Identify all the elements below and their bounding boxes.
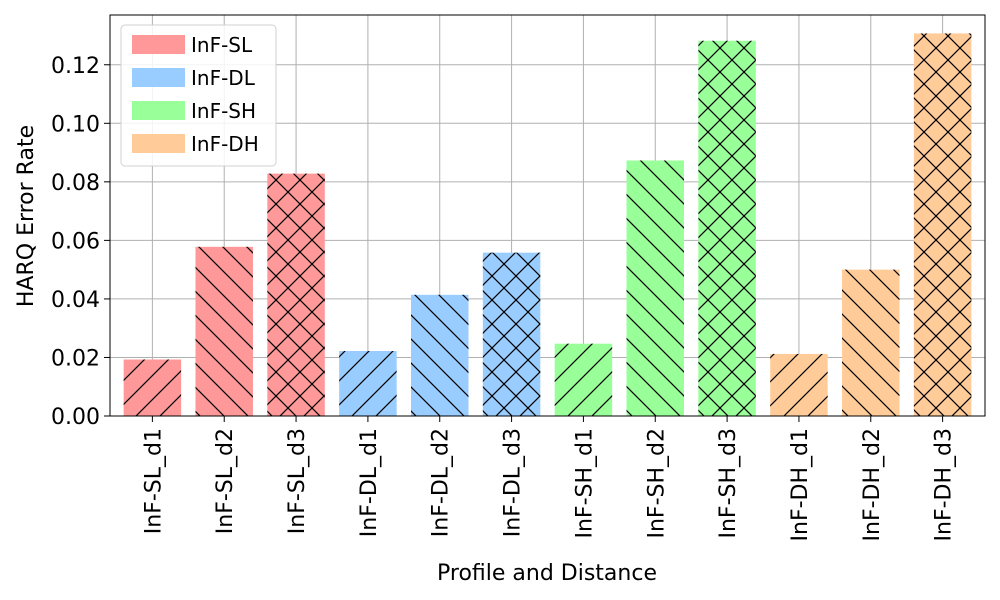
x-tick-label: InF-SL_d2 — [213, 428, 238, 534]
bar-inf-sh-d3 — [698, 40, 756, 417]
x-tick-label: InF-DL_d3 — [501, 428, 526, 537]
legend-swatch — [132, 68, 185, 87]
legend: InF-SL InF-DL InF-SH InF-DH — [120, 24, 277, 167]
x-tick-label: InF-SL_d1 — [141, 428, 166, 534]
x-tick-label: InF-DL_d2 — [429, 428, 454, 537]
y-tick-label: 0.00 — [51, 405, 100, 430]
bar-hatch — [123, 359, 182, 416]
legend-label: InF-DH — [191, 132, 259, 156]
x-tick-label: InF-SH_d1 — [572, 428, 597, 539]
bar-inf-dh-d1 — [770, 353, 828, 416]
bar-inf-dl-d3 — [482, 252, 541, 416]
bar-hatch — [626, 160, 684, 416]
bar-hatch — [842, 269, 900, 416]
bar-inf-dh-d3 — [913, 33, 972, 416]
bar-hatch — [770, 353, 828, 416]
bar-inf-dh-d2 — [842, 269, 900, 416]
legend-swatch — [132, 35, 185, 54]
y-tick-label: 0.12 — [51, 54, 100, 79]
bar-inf-sl-d1 — [123, 359, 182, 416]
bar-hatch — [913, 33, 972, 416]
y-axis-ticks: 0.00 0.02 0.04 0.06 0.08 0.10 0.12 — [51, 54, 110, 430]
legend-item-inf-dh: InF-DH — [132, 132, 259, 156]
y-tick-label: 0.02 — [51, 346, 100, 371]
bar-hatch — [339, 351, 397, 416]
y-tick-label: 0.10 — [51, 112, 100, 137]
y-tick-label: 0.06 — [51, 229, 100, 254]
bar-inf-sl-d2 — [195, 246, 253, 416]
y-tick-label: 0.04 — [51, 288, 100, 313]
legend-item-inf-sh: InF-SH — [132, 99, 256, 123]
bar-inf-sh-d1 — [554, 343, 613, 416]
x-tick-label: InF-DH_d2 — [860, 428, 885, 541]
plot-frame — [109, 14, 986, 417]
bar-inf-dl-d2 — [411, 294, 469, 416]
legend-swatch — [132, 134, 185, 153]
legend-item-inf-dl: InF-DL — [132, 66, 256, 90]
legend-label: InF-DL — [191, 66, 256, 90]
x-tick-label: InF-DH_d3 — [932, 428, 957, 541]
bar-inf-dl-d1 — [339, 351, 397, 416]
y-axis-label: HARQ Error Rate — [14, 125, 39, 307]
legend-label: InF-SL — [191, 33, 253, 57]
x-axis-label: Profile and Distance — [437, 561, 657, 586]
bar-inf-sh-d2 — [626, 160, 684, 416]
bar-hatch — [482, 252, 541, 416]
legend-box — [120, 24, 277, 167]
bar-inf-sl-d3 — [267, 173, 325, 416]
x-axis-ticks: InF-SL_d1 InF-SL_d2 InF-SL_d3 InF-DL_d1 InF-… — [141, 416, 957, 541]
x-tick-label: InF-DH_d1 — [788, 428, 813, 541]
legend-swatch — [132, 101, 185, 120]
bar-hatch — [267, 173, 325, 416]
x-tick-label: InF-DL_d1 — [357, 428, 382, 537]
bar-hatch — [554, 343, 613, 416]
bar-hatch — [698, 40, 756, 417]
bar-hatch — [411, 294, 469, 416]
legend-item-inf-sl: InF-SL — [132, 33, 253, 57]
y-tick-label: 0.08 — [51, 171, 100, 196]
x-tick-label: InF-SH_d3 — [716, 428, 741, 539]
bars — [123, 33, 972, 417]
x-tick-label: InF-SL_d3 — [285, 428, 310, 534]
bar-hatch — [195, 246, 253, 416]
legend-label: InF-SH — [191, 99, 256, 123]
x-tick-label: InF-SH_d2 — [644, 428, 669, 539]
